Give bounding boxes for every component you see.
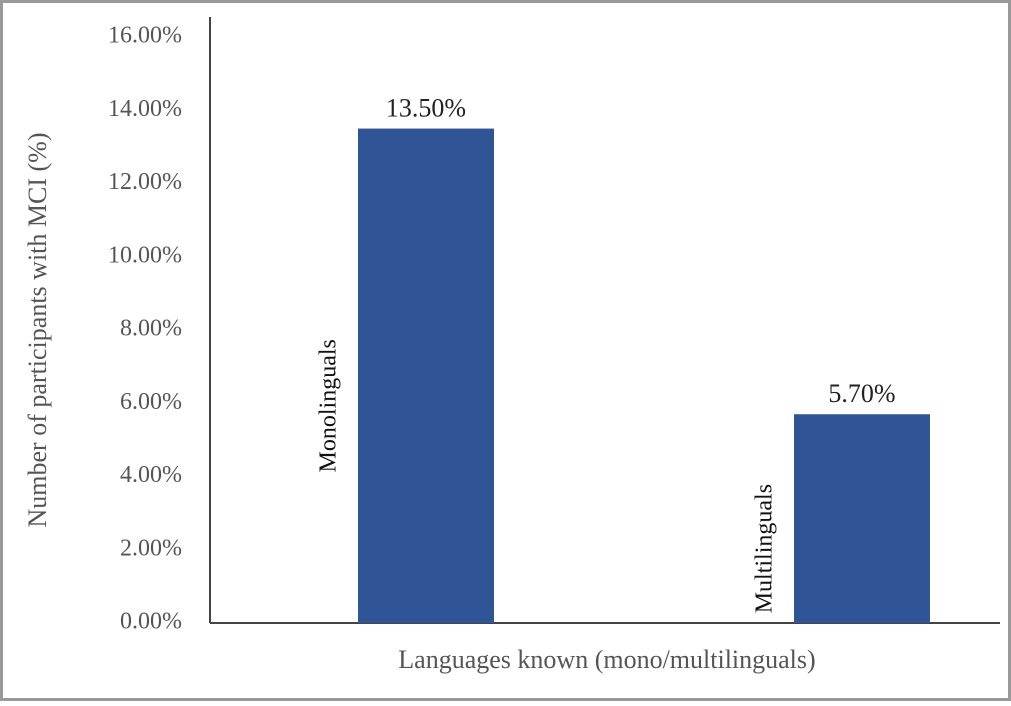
category-label: Multilinguals (752, 484, 778, 613)
y-tick-label: 0.00% (120, 609, 182, 635)
y-tick-label: 14.00% (108, 96, 182, 122)
x-axis-title: Languages known (mono/multilinguals) (398, 645, 815, 674)
y-tick-label: 2.00% (120, 535, 182, 561)
y-tick-label: 10.00% (108, 242, 182, 268)
y-tick-label: 8.00% (120, 316, 182, 342)
value-label: 5.70% (828, 379, 895, 408)
bar (794, 414, 930, 623)
value-label: 13.50% (386, 94, 466, 123)
y-tick-label: 6.00% (120, 389, 182, 415)
category-label: Monolinguals (316, 339, 342, 472)
y-tick-label: 4.00% (120, 462, 182, 488)
y-tick-label: 12.00% (108, 169, 182, 195)
y-tick-label: 16.00% (108, 23, 182, 49)
y-axis-title: Number of participants with MCI (%) (23, 133, 52, 528)
bar (358, 128, 494, 623)
